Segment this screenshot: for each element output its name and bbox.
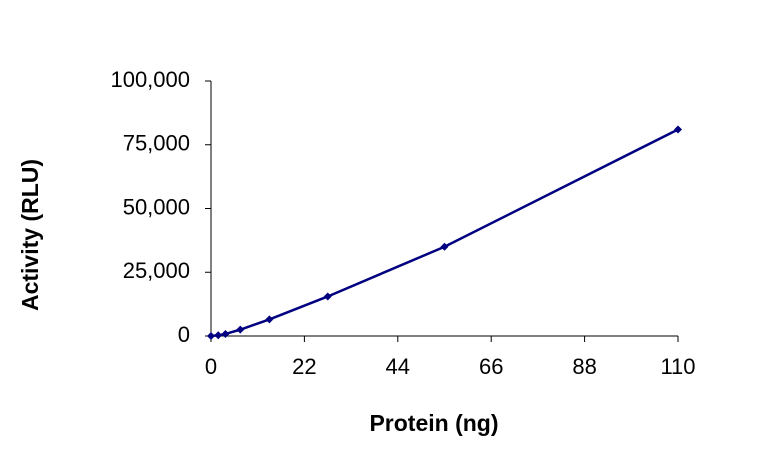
x-tick-label: 44: [386, 354, 410, 379]
series-line: [210, 128, 679, 338]
y-axis-label: Activity (RLU): [17, 159, 43, 311]
data-point: [323, 292, 332, 301]
data-point: [265, 315, 274, 324]
y-tick-label: 0: [178, 322, 190, 347]
x-tick-label: 66: [479, 354, 503, 379]
x-tick-label: 110: [660, 354, 695, 379]
x-axis-label: Protein (ng): [369, 410, 498, 436]
data-point: [674, 125, 682, 134]
x-tick-label: 22: [292, 354, 316, 379]
data-point: [214, 331, 223, 340]
y-tick-label: 25,000: [123, 258, 190, 283]
y-tick-label: 100,000: [110, 67, 190, 92]
data-point: [236, 325, 245, 334]
x-tick-label: 88: [572, 354, 596, 379]
data-point: [440, 242, 449, 251]
y-tick-label: 50,000: [123, 194, 190, 219]
x-tick-label: 0: [205, 354, 217, 379]
y-tick-label: 75,000: [123, 131, 190, 156]
data-point: [221, 329, 230, 338]
data-point: [207, 332, 215, 340]
